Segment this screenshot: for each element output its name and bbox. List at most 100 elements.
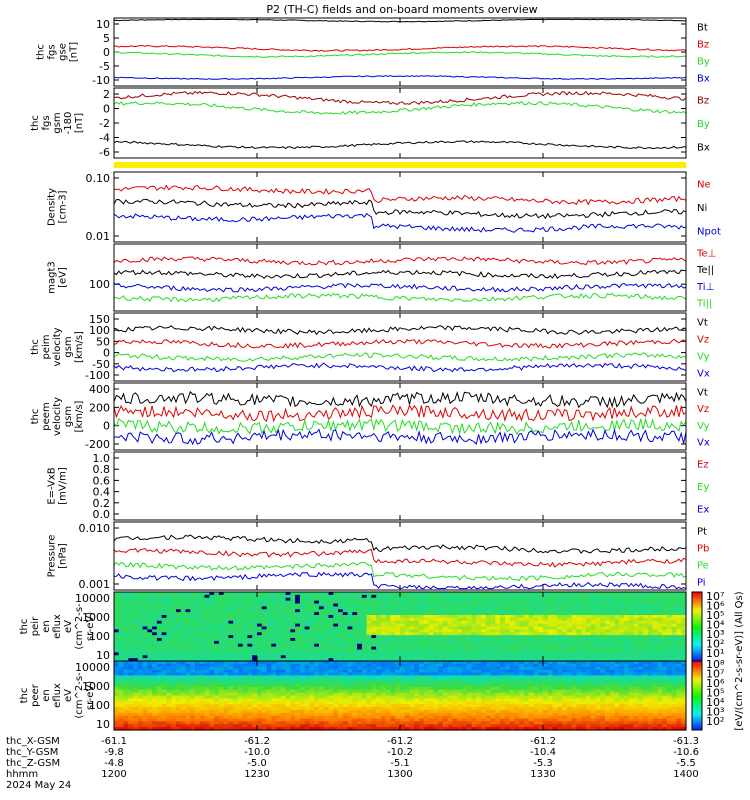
heat-cell [152,623,158,628]
heat-cell [166,658,172,662]
heat-cell [476,603,482,607]
heat-cell [209,620,215,625]
heat-cell [342,600,349,605]
heat-cell [156,649,163,653]
heat-cell [538,600,544,605]
heat-cell [333,646,339,651]
heat-cell [285,646,291,651]
heat-cell [204,655,210,659]
heat-cell [619,658,625,662]
heat-cell [619,597,625,602]
heat-cell [400,646,406,651]
heat-cell [438,594,444,599]
heat-cell [409,606,415,610]
heat-cell [681,606,687,610]
heat-cell [223,626,229,630]
heat-cell [538,615,544,619]
heat-cell [209,597,215,602]
heat-cell [442,603,449,607]
heat-cell [452,609,458,613]
heat-cell [543,635,549,639]
heat-cell [604,600,611,605]
heat-cell [342,609,349,613]
heat-cell [385,597,392,602]
heat-cell [481,640,487,645]
heat-cell [333,606,339,610]
heat-cell [266,646,272,651]
heat-cell [533,655,539,659]
legend-Bz: Bz [697,40,709,51]
heat-cell [652,623,658,628]
heat-cell [252,649,258,653]
heat-cell [414,606,420,610]
heat-cell [590,620,597,625]
heat-cell [476,592,482,596]
heat-cell [261,626,268,630]
heat-cell [671,615,678,619]
heat-cell [314,646,320,651]
heat-cell [671,600,678,605]
heat-cell [414,652,420,656]
heat-cell [547,592,554,596]
heat-cell [228,643,234,648]
heat-cell [519,603,525,607]
heat-cell [180,643,187,648]
heat-cell [447,600,454,605]
heat-cell [533,640,539,645]
heat-cell [485,655,492,659]
heat-cell [118,623,125,628]
heat-cell [357,632,363,636]
heat-cell [285,638,291,642]
heat-cell [681,643,687,648]
heat-cell [581,643,587,648]
heat-cell [133,609,139,613]
heat-cell [342,592,349,596]
heat-cell [123,686,129,691]
heat-cell [156,612,163,616]
heat-cell [304,623,311,628]
heat-cell [166,606,172,610]
heat-cell [223,617,229,622]
heat-cell [643,615,649,619]
heat-cell [366,606,372,610]
heat-cell [118,609,125,613]
heat-cell [237,626,244,630]
heat-cell [543,623,549,628]
heat-cell [214,635,220,639]
heat-cell [676,640,682,645]
heat-cell [404,646,411,651]
heat-cell [495,594,501,599]
heat-cell [390,640,396,645]
y-axis-label: thcpeimvelocitygsm[km/s] [30,327,85,366]
heat-cell [366,626,372,630]
heat-cell [147,652,153,656]
heat-cell [409,629,415,633]
heat-cell [180,638,187,642]
heat-cell [347,606,353,610]
heat-cell [161,612,168,616]
heat-cell [543,617,549,622]
heat-cell [466,638,473,642]
heat-cell [595,609,601,613]
heat-cell [609,658,616,662]
heat-cell [442,620,449,625]
heat-cell [218,612,225,616]
heat-cell [371,638,377,642]
heat-cell [295,592,301,596]
heat-cell [376,609,382,613]
heat-cell [352,638,358,642]
heat-cell [433,620,439,625]
heat-cell [295,617,301,622]
heat-cell [547,635,554,639]
heat-cell [142,658,148,662]
heat-cell [247,649,253,653]
heat-cell [652,620,658,625]
heat-cell [571,597,577,602]
heat-cell [404,623,411,628]
heat-cell [314,594,320,599]
heat-cell [280,638,287,642]
heat-cell [671,620,678,625]
heat-cell [209,612,215,616]
heat-cell [538,603,544,607]
